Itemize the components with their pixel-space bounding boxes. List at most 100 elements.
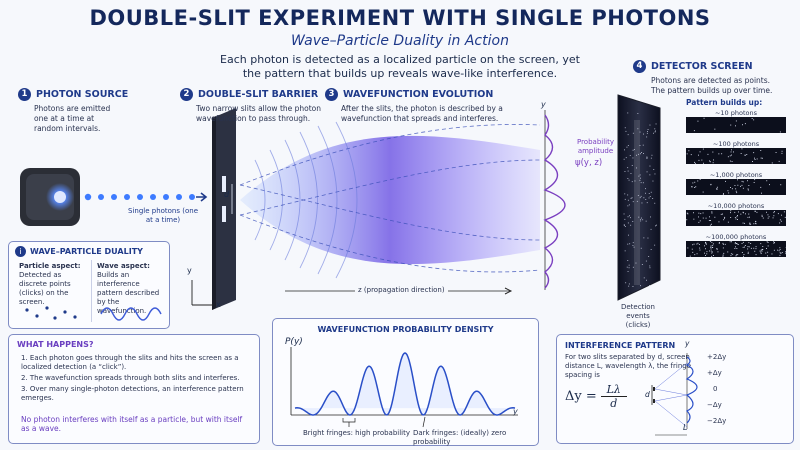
fringe-formula: Δy = Lλ d [565,383,627,410]
screen-detection-dot [649,265,651,267]
detection-dot [742,211,744,213]
detection-dot [701,159,703,161]
screen-detection-dot [649,165,651,167]
screen-detection-dot [640,153,641,155]
detection-dot [740,153,742,154]
screen-detection-dot [637,195,639,196]
screen-detection-dot [652,180,654,182]
detection-dot [735,125,736,127]
screen-detection-dot [633,149,635,150]
detection-dot [730,212,731,214]
screen-detection-dot [647,129,649,130]
probability-amplitude-label: Probability amplitude [576,138,614,155]
screen-detection-dot [649,285,650,286]
bright-fringes-label: Bright fringes: high probability [303,429,411,437]
detection-dot [697,120,699,122]
detection-dot [709,250,710,252]
screen-detection-dot [624,127,626,129]
detection-dot [742,222,744,224]
fringe-tick: 0 [713,385,718,393]
detection-dot [779,219,781,221]
detection-dot [730,210,732,212]
detection-dot [734,243,736,245]
detection-dot [765,252,767,254]
detection-dot [736,243,738,245]
detection-dot [707,153,709,155]
detection-dot [744,123,746,125]
detection-dot [729,160,731,162]
screen-detection-dot [640,182,642,184]
detection-dot [710,248,712,250]
detection-dot [778,160,780,162]
detection-dot [784,216,786,218]
interference-title: INTERFERENCE PATTERN [565,341,676,350]
step-detector: 4 DETECTOR SCREEN Photons are detected as… [633,60,793,96]
fringe-ticks: +2Δy +Δy 0 −Δy −2Δy [707,353,747,433]
detection-dot [694,162,696,164]
detection-dot [755,221,757,222]
detection-dot [725,180,726,182]
detection-dot [730,124,732,126]
screen-detection-dot [647,131,648,132]
detection-dot [754,210,756,212]
detection-dot [696,243,698,245]
detection-dot [736,254,737,256]
detection-dot [773,249,775,251]
detection-dot [718,242,720,243]
detection-dot [694,161,695,163]
detection-dot [762,249,764,250]
screen-detection-dot [624,171,626,172]
screen-detection-dot [646,202,648,204]
detection-dot [766,211,767,213]
wave-aspect-text: Builds an interference pattern described… [97,271,160,315]
single-photons-label: Single photons (one at a time) [128,207,198,224]
screen-detection-dot [645,188,646,190]
screen-detection-dot [627,178,629,179]
screen-detection-dot [628,204,630,206]
fringe-tick: −2Δy [707,417,727,425]
detection-dot [724,216,726,218]
detection-dot [716,188,718,189]
detection-dot [699,220,701,222]
detection-dot [735,188,737,190]
screen-detection-dot [630,197,632,199]
screen-detection-dot [628,283,630,285]
axis-z-label: z (propagation direction) [355,286,448,295]
screen-detection-dot [632,149,634,151]
detection-dot [692,251,694,253]
buildup-label: ~100,000 photons [705,233,767,241]
step-title: DETECTOR SCREEN [651,61,753,72]
detection-dot [705,242,707,244]
screen-detection-dot [627,199,629,201]
screen-detection-dot [641,202,643,204]
screen-detection-dot [655,123,657,125]
detection-dot [762,246,764,247]
formula-denominator: d [610,397,618,410]
detection-dot [779,247,781,249]
detection-dot [773,212,775,214]
detection-dot [761,192,762,194]
detection-dot [716,248,717,250]
screen-detection-dot [650,191,652,193]
screen-detection-dot [637,113,639,114]
screen-detection-dot [632,201,634,203]
screen-detection-dot [641,152,642,153]
detection-dot [773,215,775,217]
screen-detection-dot [627,205,629,207]
detection-dot [744,155,746,156]
detection-dot [779,131,781,133]
detection-dot [692,182,694,184]
screen-detection-dot [624,218,626,220]
detection-dot [737,179,738,181]
detection-dot [747,216,749,218]
screen-detection-dot [626,266,628,268]
detection-dot [709,224,711,226]
screen-detection-dot [631,165,633,166]
detection-dot [724,217,725,219]
detection-dot [760,243,762,245]
detection-dot [779,252,781,254]
detection-dot [769,184,770,186]
screen-detection-dot [645,199,647,200]
what-happens-title: WHAT HAPPENS? [17,340,94,349]
density-panel: WAVEFUNCTION PROBABILITY DENSITY P(y) y … [272,318,539,446]
